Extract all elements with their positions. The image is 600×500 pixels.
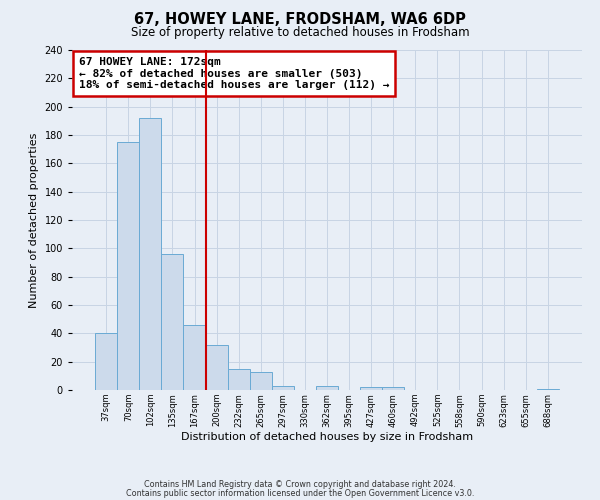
Text: Contains public sector information licensed under the Open Government Licence v3: Contains public sector information licen…	[126, 488, 474, 498]
Text: 67, HOWEY LANE, FRODSHAM, WA6 6DP: 67, HOWEY LANE, FRODSHAM, WA6 6DP	[134, 12, 466, 28]
Bar	[206, 344, 227, 390]
Text: Size of property relative to detached houses in Frodsham: Size of property relative to detached ho…	[131, 26, 469, 39]
Text: Contains HM Land Registry data © Crown copyright and database right 2024.: Contains HM Land Registry data © Crown c…	[144, 480, 456, 489]
Bar	[272, 386, 294, 390]
Bar	[537, 388, 559, 390]
Bar	[227, 369, 250, 390]
Bar	[161, 254, 184, 390]
Y-axis label: Number of detached properties: Number of detached properties	[29, 132, 39, 308]
X-axis label: Distribution of detached houses by size in Frodsham: Distribution of detached houses by size …	[181, 432, 473, 442]
Bar	[360, 387, 382, 390]
Bar	[184, 325, 206, 390]
Bar	[117, 142, 139, 390]
Bar	[139, 118, 161, 390]
Text: 67 HOWEY LANE: 172sqm
← 82% of detached houses are smaller (503)
18% of semi-det: 67 HOWEY LANE: 172sqm ← 82% of detached …	[79, 57, 389, 90]
Bar	[316, 386, 338, 390]
Bar	[382, 387, 404, 390]
Bar	[95, 334, 117, 390]
Bar	[250, 372, 272, 390]
